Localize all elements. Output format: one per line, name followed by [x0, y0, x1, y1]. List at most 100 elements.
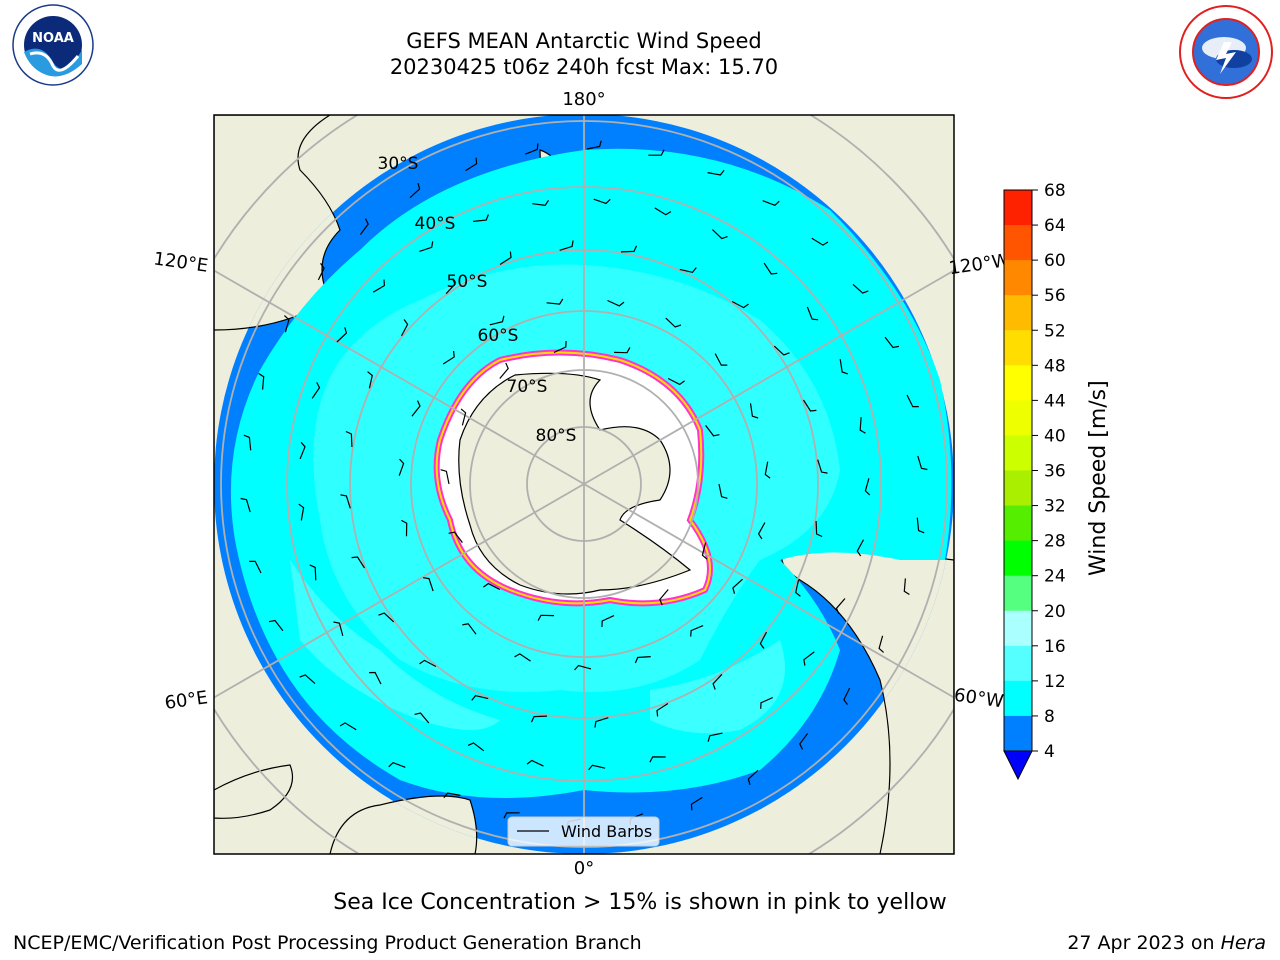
wind-barb [445, 278, 456, 295]
wind-barb [465, 157, 478, 172]
wind-barb [648, 149, 665, 156]
host-name: Hera [1220, 932, 1266, 954]
colorbar-segment [1004, 575, 1032, 612]
wind-barb [588, 764, 606, 771]
madagascar-land [214, 764, 294, 819]
colorbar-tick-label: 52 [1044, 321, 1066, 341]
colorbar-tick-label: 68 [1044, 181, 1066, 201]
wind-barb [388, 762, 406, 768]
wind-barb [311, 382, 321, 399]
colorbar-segment [1004, 680, 1032, 717]
chart-subtitle: 20230425 t06z 240h fcst Max: 15.70 [389, 55, 779, 79]
wind-barb [802, 399, 817, 412]
wind-barb [524, 143, 539, 155]
lat-label-40s: 40°S [415, 214, 456, 234]
wind-barb [656, 702, 669, 717]
wind-barb [731, 300, 749, 309]
wind-barb [749, 403, 759, 419]
wind-barb [351, 556, 366, 569]
wind-barb [806, 306, 819, 321]
wind-barb [414, 712, 430, 724]
wind-barb [718, 483, 728, 499]
wind-barb [795, 579, 801, 597]
colorbar-segment [1004, 190, 1032, 226]
wind-barb [667, 377, 685, 386]
wind-barb [317, 263, 325, 281]
legend: Wind Barbs [507, 816, 660, 847]
colorbar-label: Wind Speed [m/s] [1086, 380, 1111, 576]
colorbar-extend-min [1003, 750, 1033, 781]
wind-barb [398, 458, 405, 476]
meridian-label-180: 180° [562, 89, 605, 110]
colorbar-tick-label: 48 [1044, 356, 1066, 376]
colorbar-tick-label: 64 [1044, 216, 1066, 236]
wind-barb [659, 589, 669, 606]
wind-barb [249, 560, 262, 574]
wind-barb [467, 742, 485, 752]
map-panel: 180° 0° 120°E 60°E 120°W 60°W 30°S 40°S … [152, 89, 1011, 879]
wind-barb [574, 664, 592, 671]
lat-label-70s: 70°S [507, 377, 548, 397]
colorbar-segment [1004, 470, 1032, 507]
colorbar-segment [1004, 610, 1032, 647]
wind-barb [601, 615, 615, 628]
wind-barb [690, 796, 703, 811]
colorbar-tick-label: 24 [1044, 567, 1066, 587]
wind-barb [799, 733, 809, 750]
wind-barb [852, 283, 869, 294]
wind-barb [489, 315, 505, 326]
map-frame [213, 114, 955, 855]
wind-barb [532, 199, 550, 206]
noaa-logo-icon: NOAA [12, 4, 94, 86]
wind-barb [559, 240, 574, 251]
wind-barb [442, 350, 455, 365]
colorbar-segment [1004, 400, 1032, 436]
wind-barb [240, 497, 251, 513]
wind-barb [916, 517, 925, 534]
wind-barb [460, 408, 467, 426]
wind-barb [705, 425, 720, 437]
wind-barb [817, 459, 828, 474]
colorbar-segment [1004, 330, 1032, 366]
wind-barb [440, 469, 450, 485]
wind-barb [707, 169, 725, 176]
colorbar-tick-label: 60 [1044, 251, 1066, 271]
wind-barb [503, 812, 520, 819]
wind-barb [594, 717, 609, 728]
wind-barb [835, 598, 846, 615]
wind-barb [839, 359, 849, 375]
colorbar-segment [1004, 505, 1032, 542]
chart-title: GEFS MEAN Antarctic Wind Speed [406, 29, 762, 53]
wind-barb [299, 441, 306, 460]
wind-barb [339, 722, 357, 731]
colorbar-segment [1004, 435, 1032, 471]
wind-barb [757, 522, 766, 540]
wind-barb [284, 315, 290, 333]
wind-barb [763, 262, 778, 275]
wind-barb [859, 417, 866, 434]
wind-barb [419, 659, 437, 668]
wind-barb [811, 237, 829, 246]
wind-barb [679, 267, 697, 273]
colorbar-tick-label: 4 [1044, 742, 1055, 762]
meridian-label-60e: 60°E [163, 687, 209, 714]
wind-barb [499, 251, 512, 266]
wind-barb [471, 695, 489, 701]
wind-barb [732, 578, 744, 594]
colorbar-tick-label: 16 [1044, 637, 1066, 657]
wind-barb [803, 651, 815, 666]
meridian-label-120e: 120°E [152, 248, 209, 276]
wind-barb [298, 503, 305, 521]
wind-barb [654, 207, 672, 216]
wind-barb [759, 631, 768, 649]
lat-label-60s: 60°S [478, 326, 519, 346]
wind-barb [747, 769, 759, 786]
wind-barb [462, 623, 477, 635]
colorbar-tick-label: 12 [1044, 672, 1066, 692]
wind-barb [665, 317, 682, 328]
wind-barb [878, 635, 884, 653]
wind-barb [701, 542, 708, 560]
wind-barb [258, 372, 265, 390]
colorbar-segment [1004, 225, 1032, 261]
